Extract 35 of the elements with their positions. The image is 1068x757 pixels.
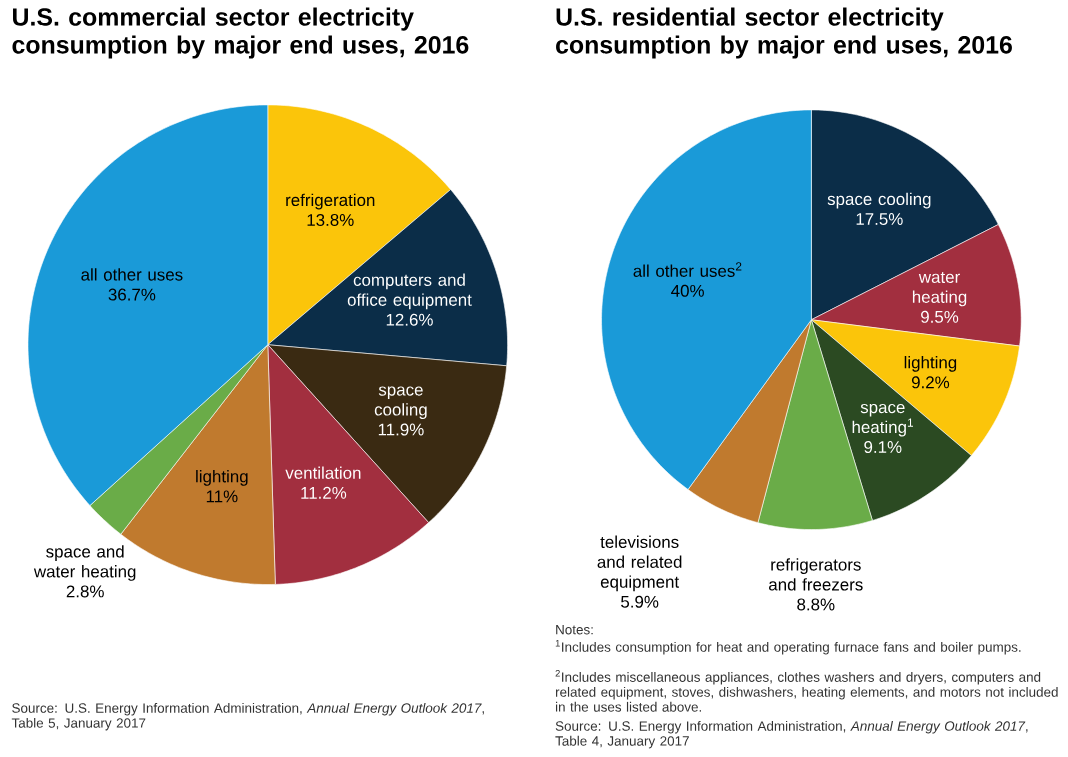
- data-label: 11%: [206, 490, 238, 503]
- data-label: 9.5%: [921, 310, 959, 323]
- slice-label: lighting: [904, 355, 957, 372]
- slice-label: lighting: [196, 469, 248, 486]
- slice-label: all other uses$^{2}$: [633, 262, 742, 277]
- text: $^{1}$Includes consumption for heat and operating furnace fans and boiler pumps.: [555, 639, 1021, 655]
- data-label: 11.9%: [378, 423, 424, 436]
- text: $^{2}$Includes miscellaneous appliances, clothes washers and dryers, computers and related equipment, stoves, dishwashers, heating elements, and motors not included in the uses listed above.: [555, 669, 1058, 712]
- text: Source: U.S. Energy Information Administration, Annual Energy Outlook 2017, Table 5, January 2017: [11, 702, 484, 731]
- data-label: 9.2%: [911, 376, 950, 389]
- text: Source: U.S. Energy Information Administration, Annual Energy Outlook 2017, Table 4, January 2017: [555, 720, 1028, 749]
- chart-title: U.S. residential sector electricity consumption by major end uses, 2016: [556, 7, 1012, 59]
- data-label: 2.8%: [66, 585, 104, 598]
- slice-label: space cooling: [374, 386, 427, 419]
- slice-label: ventilation: [285, 466, 361, 479]
- slice-label: space cooling: [827, 192, 931, 209]
- slice-label: water heating: [912, 271, 967, 307]
- data-label: 12.6%: [386, 313, 433, 326]
- data-label: 9.1%: [864, 440, 902, 453]
- data-label: 17.5%: [856, 212, 903, 225]
- slice-label: televisions and related equipment: [597, 535, 682, 591]
- data-label: 13.8%: [307, 213, 354, 226]
- slice-label: space heating$^{1}$: [852, 403, 914, 437]
- slice-label: space and water heating: [33, 544, 136, 581]
- text: Notes:: [556, 624, 593, 635]
- slice-label: refrigerators and freezers: [769, 558, 863, 591]
- data-label: 36.7%: [108, 288, 156, 301]
- chart-title: U.S. commercial sector electricity consumption by major end uses, 2016: [12, 7, 469, 59]
- data-label: 8.8%: [797, 598, 835, 611]
- data-label: 11.2%: [301, 486, 347, 499]
- slice-label: all other uses: [81, 268, 183, 281]
- slice-label: computers and office equipment: [347, 273, 472, 310]
- data-label: 5.9%: [621, 595, 659, 608]
- data-label: 40%: [671, 284, 704, 297]
- slice-label: refrigeration: [286, 193, 375, 210]
